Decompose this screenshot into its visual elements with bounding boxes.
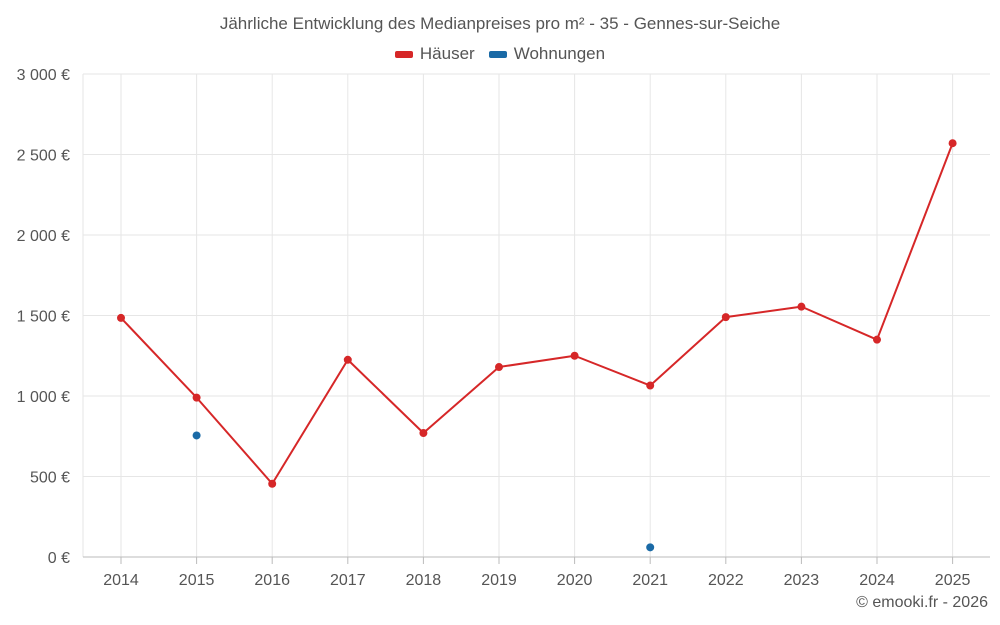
data-point-houses-2024: [873, 335, 881, 344]
x-tick-label: 2019: [481, 572, 517, 589]
x-tick-label: 2020: [557, 572, 593, 589]
x-tick-label: 2023: [784, 572, 820, 589]
data-point-apartments-2021: [646, 543, 655, 552]
legend-label-apartments: Wohnungen: [513, 44, 606, 63]
legend-item-houses[interactable]: Häuser: [394, 44, 475, 64]
axes: 0 € 500 € 1 000 € 1 500 € 2 000 € 2 500 € 3 00…: [17, 67, 990, 589]
data-point-houses-2018: [419, 429, 428, 438]
data-point-houses-2017: [343, 355, 352, 364]
data-point-houses-2025: [948, 139, 957, 148]
y-tick-label: 2 000 €: [17, 228, 70, 245]
legend-label-houses: Häuser: [419, 44, 475, 63]
x-tick-label: 2017: [330, 572, 366, 589]
y-tick-label: 3 000 €: [17, 67, 70, 84]
data-point-houses-2023: [797, 302, 806, 311]
legend-swatch-houses: [394, 50, 413, 58]
legend: Häuser Wohnungen: [0, 44, 1000, 64]
x-tick-label: 2014: [103, 572, 139, 589]
data-point-apartments-2015: [192, 431, 201, 440]
x-tick-label: 2025: [935, 572, 971, 589]
data-point-houses-2019: [495, 363, 503, 372]
data-point-houses-2022: [721, 313, 730, 322]
legend-swatch-apartments: [488, 50, 507, 58]
series-line-houses: [120, 142, 954, 485]
x-tick-label: 2024: [859, 572, 895, 589]
grid-lines: [82, 73, 990, 557]
y-tick-label: 500 €: [30, 470, 70, 487]
data-point-houses-2020: [570, 351, 579, 360]
x-tick-label: 2016: [254, 572, 290, 589]
data-point-houses-2016: [268, 479, 277, 488]
data-point-houses-2021: [646, 381, 655, 390]
data-point-houses-2014: [117, 313, 125, 322]
x-tick-label: 2015: [179, 572, 215, 589]
x-tick-label: 2022: [708, 572, 744, 589]
y-tick-label: 2 500 €: [17, 148, 70, 165]
data-point-houses-2015: [192, 393, 201, 402]
x-tick-label: 2021: [632, 572, 668, 589]
chart-title: Jährliche Entwicklung des Medianpreises …: [219, 14, 781, 33]
series-layer: [117, 139, 957, 552]
x-tick-label: 2018: [406, 572, 442, 589]
y-tick-label: 0 €: [48, 550, 70, 567]
y-tick-label: 1 500 €: [17, 309, 70, 326]
credit-text: © emooki.fr - 2026: [856, 594, 988, 611]
y-tick-label: 1 000 €: [17, 389, 70, 406]
legend-item-apartments[interactable]: Wohnungen: [488, 44, 606, 64]
